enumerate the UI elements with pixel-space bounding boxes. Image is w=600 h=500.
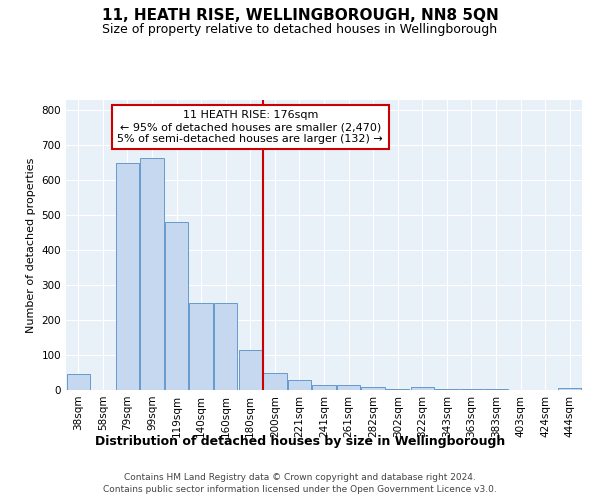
Text: Size of property relative to detached houses in Wellingborough: Size of property relative to detached ho… <box>103 22 497 36</box>
Text: 11, HEATH RISE, WELLINGBOROUGH, NN8 5QN: 11, HEATH RISE, WELLINGBOROUGH, NN8 5QN <box>101 8 499 22</box>
Bar <box>214 302 238 390</box>
Bar <box>361 387 385 390</box>
Bar <box>313 385 335 390</box>
Bar <box>263 373 287 390</box>
Text: Distribution of detached houses by size in Wellingborough: Distribution of detached houses by size … <box>95 435 505 448</box>
Bar <box>288 380 311 390</box>
Bar <box>140 158 164 390</box>
Bar <box>116 163 139 390</box>
Bar <box>239 350 262 390</box>
Bar <box>67 374 90 390</box>
Text: Contains HM Land Registry data © Crown copyright and database right 2024.: Contains HM Land Registry data © Crown c… <box>124 472 476 482</box>
Text: Contains public sector information licensed under the Open Government Licence v3: Contains public sector information licen… <box>103 485 497 494</box>
Y-axis label: Number of detached properties: Number of detached properties <box>26 158 36 332</box>
Bar <box>190 302 213 390</box>
Bar <box>337 386 360 390</box>
Bar <box>165 222 188 390</box>
Text: 11 HEATH RISE: 176sqm
← 95% of detached houses are smaller (2,470)
5% of semi-de: 11 HEATH RISE: 176sqm ← 95% of detached … <box>118 110 383 144</box>
Bar <box>410 387 434 390</box>
Bar <box>558 388 581 390</box>
